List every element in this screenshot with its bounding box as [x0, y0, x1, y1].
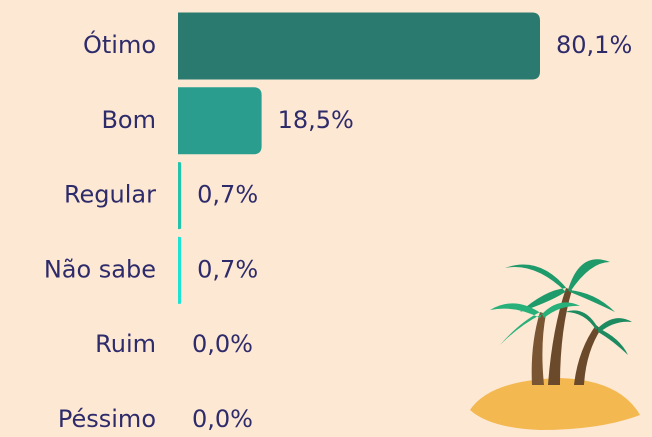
bar — [178, 87, 262, 155]
category-label: Bom — [101, 106, 156, 134]
value-label: 0,0% — [192, 405, 253, 433]
palm-island — [470, 259, 640, 430]
category-label: Ruim — [95, 330, 156, 358]
bar — [178, 236, 182, 304]
value-label: 80,1% — [556, 31, 632, 59]
category-label: Péssimo — [58, 405, 156, 433]
category-label: Ótimo — [83, 29, 156, 59]
category-label: Regular — [64, 181, 156, 209]
value-label: 0,7% — [197, 181, 258, 209]
value-label: 0,0% — [192, 330, 253, 358]
category-label: Não sabe — [44, 255, 156, 283]
bar — [178, 12, 540, 80]
bar — [178, 162, 182, 230]
value-label: 18,5% — [278, 106, 354, 134]
value-label: 0,7% — [197, 255, 258, 283]
